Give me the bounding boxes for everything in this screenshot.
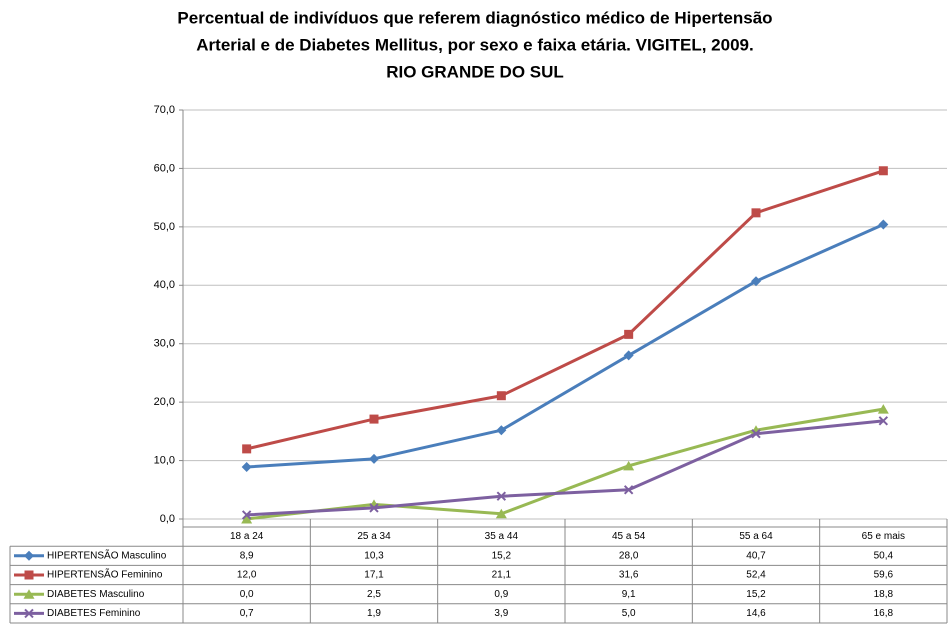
x-tick-label: 35 a 44 — [485, 531, 519, 542]
legend-label: HIPERTENSÃO Feminino — [47, 568, 163, 581]
x-tick-label: 18 a 24 — [230, 531, 264, 542]
table-cell: 18,8 — [874, 589, 894, 600]
table-cell: 50,4 — [874, 550, 894, 561]
table-cell: 3,9 — [494, 608, 508, 619]
table-cell: 8,9 — [240, 550, 254, 561]
chart-title: Percentual de indivíduos que referem dia… — [177, 8, 772, 27]
y-tick-label: 30,0 — [154, 338, 175, 350]
table-cell: 16,8 — [874, 608, 894, 619]
table-cell: 17,1 — [364, 570, 384, 581]
table-cell: 28,0 — [619, 550, 639, 561]
table-cell: 31,6 — [619, 570, 639, 581]
marker — [496, 491, 507, 501]
legend-marker — [24, 550, 34, 561]
marker — [241, 514, 253, 524]
marker — [878, 166, 888, 176]
y-tick-label: 60,0 — [154, 162, 175, 174]
legend-label: DIABETES Feminino — [47, 608, 141, 619]
marker — [751, 208, 761, 218]
series-line — [246, 169, 884, 451]
marker — [369, 453, 379, 464]
marker — [369, 414, 379, 424]
table-cell: 5,0 — [622, 608, 636, 619]
table-cell: 2,5 — [367, 589, 381, 600]
table-cell: 52,4 — [746, 570, 766, 581]
marker — [751, 276, 761, 287]
legend-label: DIABETES Masculino — [47, 589, 145, 600]
x-tick-label: 45 a 54 — [612, 531, 646, 542]
chart-title: RIO GRANDE DO SUL — [386, 62, 564, 81]
series-line — [246, 419, 884, 517]
table-cell: 0,7 — [240, 608, 254, 619]
chart-title: Arterial e de Diabetes Mellitus, por sex… — [196, 35, 753, 54]
legend-marker — [23, 589, 35, 599]
marker — [242, 444, 252, 454]
legend-marker — [24, 608, 34, 619]
legend-marker — [24, 570, 34, 580]
marker — [877, 404, 889, 414]
legend-label: HIPERTENSÃO Masculino — [47, 548, 167, 561]
table-cell: 0,9 — [494, 589, 508, 600]
y-tick-label: 40,0 — [154, 279, 175, 291]
y-tick-label: 70,0 — [154, 104, 175, 116]
y-tick-label: 20,0 — [154, 396, 175, 408]
x-tick-label: 55 a 64 — [739, 531, 773, 542]
series-line — [246, 407, 884, 521]
marker — [623, 460, 635, 471]
table-cell: 10,3 — [364, 550, 384, 561]
marker — [623, 485, 634, 495]
marker — [751, 428, 761, 439]
marker — [623, 350, 634, 361]
marker — [495, 508, 507, 519]
marker — [241, 510, 252, 520]
x-tick-label: 25 a 34 — [357, 531, 391, 542]
x-tick-label: 65 e mais — [862, 531, 905, 542]
y-tick-label: 50,0 — [154, 221, 175, 233]
marker — [369, 503, 379, 513]
table-cell: 1,9 — [367, 608, 381, 619]
y-tick-label: 10,0 — [154, 454, 175, 466]
table-cell: 40,7 — [746, 550, 766, 561]
marker — [878, 416, 889, 426]
y-tick-label: 0,0 — [160, 513, 175, 525]
table-cell: 21,1 — [492, 570, 512, 581]
marker — [496, 425, 507, 436]
table-cell: 15,2 — [746, 589, 766, 600]
table-cell: 12,0 — [237, 570, 257, 581]
marker — [878, 219, 889, 230]
table-cell: 14,6 — [746, 608, 766, 619]
series-line — [246, 223, 884, 469]
table-cell: 59,6 — [874, 570, 894, 581]
table-cell: 15,2 — [492, 550, 512, 561]
marker — [241, 461, 252, 472]
marker — [624, 329, 634, 339]
marker — [496, 391, 506, 401]
table-cell: 0,0 — [240, 589, 254, 600]
table-cell: 9,1 — [622, 589, 636, 600]
